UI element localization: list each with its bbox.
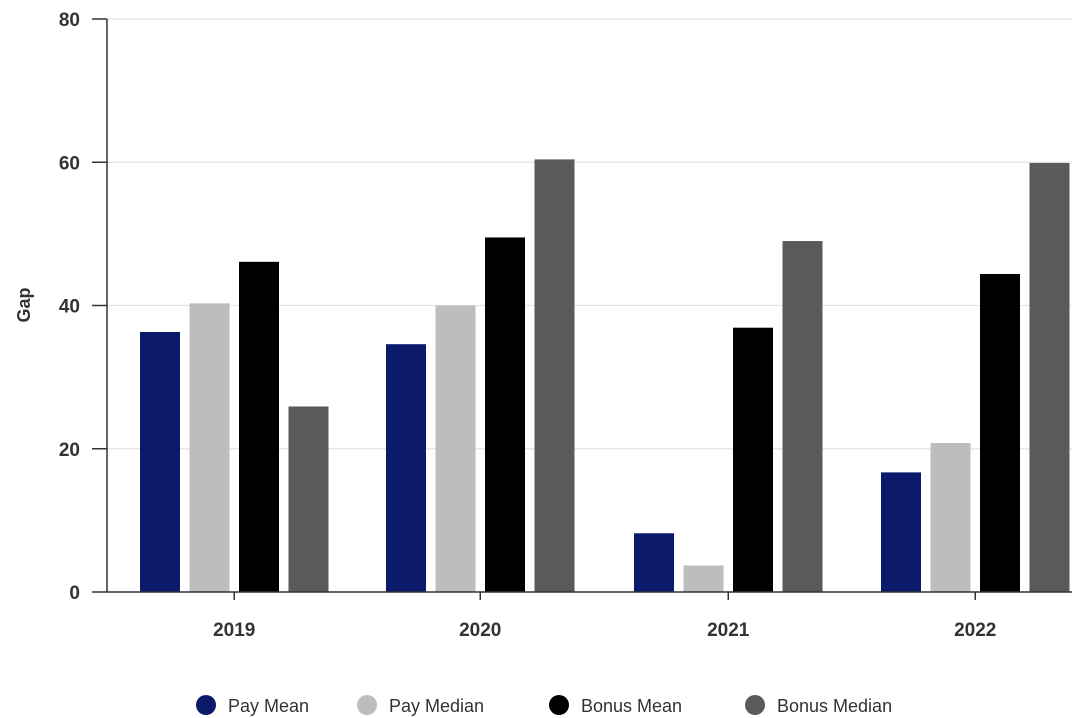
legend: Pay Mean Pay Median Bonus Mean Bonus Median [196,695,892,716]
x-tick-label: 2021 [707,620,750,641]
legend-label: Pay Median [389,696,484,716]
legend-label: Bonus Mean [581,696,682,716]
bar-pay-median-2022 [930,443,971,592]
x-tick-label: 2020 [459,620,501,641]
bar-pay-median-2021 [683,565,724,592]
y-tick-label: 40 [59,297,80,318]
bar-pay-mean-2021 [634,533,674,592]
legend-swatch [357,695,377,715]
bar-bonus-mean-2019 [239,261,279,592]
bar-bonus-median-2022 [1029,162,1070,592]
legend-item-bonus-median[interactable]: Bonus Median [745,695,892,716]
bar-bonus-mean-2021 [733,327,773,592]
bar-bonus-median-2021 [782,241,823,592]
legend-item-pay-median[interactable]: Pay Median [357,695,484,716]
y-tick-labels: 0 20 40 60 80 [59,10,80,604]
bar-pay-mean-2019 [140,332,180,592]
bar-bonus-mean-2020 [485,237,525,593]
y-tick-label: 0 [69,583,80,604]
y-axis-title: Gap [14,287,34,322]
y-tick-label: 20 [59,440,80,461]
legend-item-bonus-mean[interactable]: Bonus Mean [549,695,682,716]
y-tick-label: 60 [59,153,80,174]
x-tick-labels: 2019 2020 2021 2022 [213,620,996,641]
bar-bonus-median-2019 [288,406,329,592]
bar-pay-median-2019 [189,303,230,592]
legend-label: Pay Mean [228,696,309,716]
bar-pay-median-2020 [435,305,476,592]
legend-swatch [196,695,216,715]
legend-label: Bonus Median [777,696,892,716]
bar-bonus-median-2020 [534,159,575,592]
x-tick-label: 2019 [213,620,255,641]
bar-bonus-mean-2022 [980,273,1020,592]
bars [140,159,1070,593]
axes [92,18,1072,600]
legend-item-pay-mean[interactable]: Pay Mean [196,695,309,716]
x-tick-label: 2022 [954,620,996,641]
bar-pay-mean-2022 [881,472,921,592]
y-tick-label: 80 [59,10,80,31]
legend-swatch [745,695,765,715]
legend-swatch [549,695,569,715]
bar-pay-mean-2020 [386,344,426,592]
